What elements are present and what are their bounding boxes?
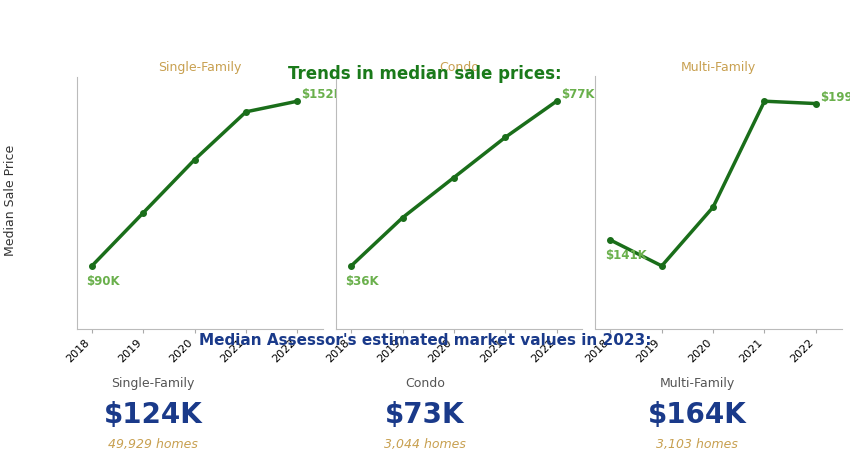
Text: $77K: $77K bbox=[561, 89, 594, 101]
Title: Condo: Condo bbox=[439, 61, 479, 74]
Text: Median Assessor's estimated market values in 2023:: Median Assessor's estimated market value… bbox=[199, 333, 651, 348]
Text: Trends in median sale prices:: Trends in median sale prices: bbox=[288, 65, 562, 83]
Title: Multi-Family: Multi-Family bbox=[681, 61, 756, 74]
Text: 3,044 homes: 3,044 homes bbox=[384, 438, 466, 450]
Text: $141K: $141K bbox=[605, 249, 647, 262]
Text: 49,929 homes: 49,929 homes bbox=[108, 438, 198, 450]
Text: 3,103 homes: 3,103 homes bbox=[656, 438, 738, 450]
Text: $124K: $124K bbox=[104, 401, 202, 429]
Text: $199K: $199K bbox=[820, 91, 850, 104]
Text: $73K: $73K bbox=[385, 401, 465, 429]
Text: Multi-Family: Multi-Family bbox=[660, 377, 734, 390]
Text: Condo: Condo bbox=[405, 377, 445, 390]
Title: Single-Family: Single-Family bbox=[158, 61, 241, 74]
Text: 2023:  Thornton Township: 2023: Thornton Township bbox=[10, 17, 316, 37]
Text: $90K: $90K bbox=[87, 275, 120, 288]
Text: $36K: $36K bbox=[346, 275, 379, 288]
Text: Single-Family: Single-Family bbox=[111, 377, 195, 390]
Text: $164K: $164K bbox=[648, 401, 746, 429]
Text: Median Sale Price: Median Sale Price bbox=[4, 144, 17, 256]
Text: $152K: $152K bbox=[302, 89, 343, 101]
